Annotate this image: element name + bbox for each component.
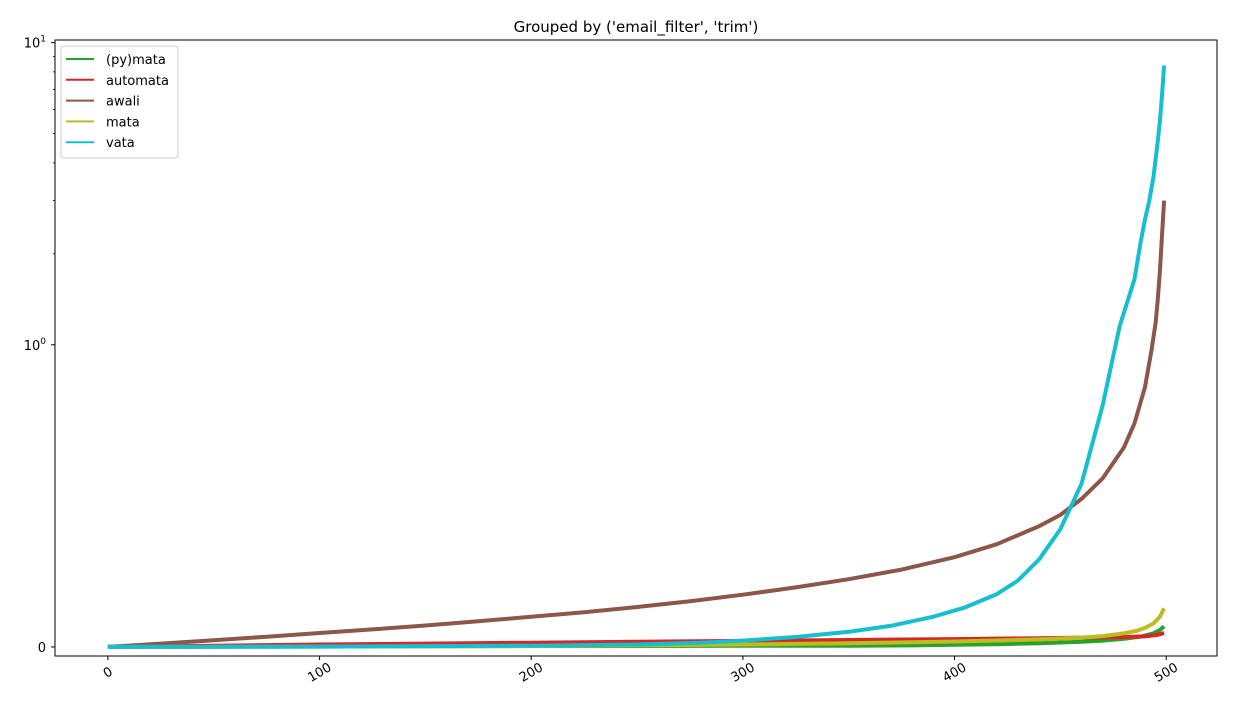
legend-label: automata: [106, 74, 169, 89]
legend-box: [60, 45, 179, 159]
legend: (py)mata automata awali mata vata: [60, 45, 179, 159]
y-axis: 0 100 101: [24, 35, 55, 656]
series-line-vata: [107, 65, 1167, 649]
legend-label: vata: [106, 136, 135, 151]
chart-title: Grouped by ('email_filter', 'trim'): [514, 18, 759, 37]
plot-area: [54, 39, 1218, 657]
series-line-awali: [107, 200, 1167, 649]
y-tick-label: 100: [24, 337, 47, 354]
legend-label: (py)mata: [106, 53, 166, 68]
y-tick-label: 101: [24, 35, 46, 52]
legend-label: awali: [106, 95, 140, 110]
legend-label: mata: [106, 115, 140, 130]
series-layer: [107, 65, 1167, 649]
series-line-automata: [107, 631, 1165, 649]
y-tick-label: 0: [38, 641, 46, 656]
